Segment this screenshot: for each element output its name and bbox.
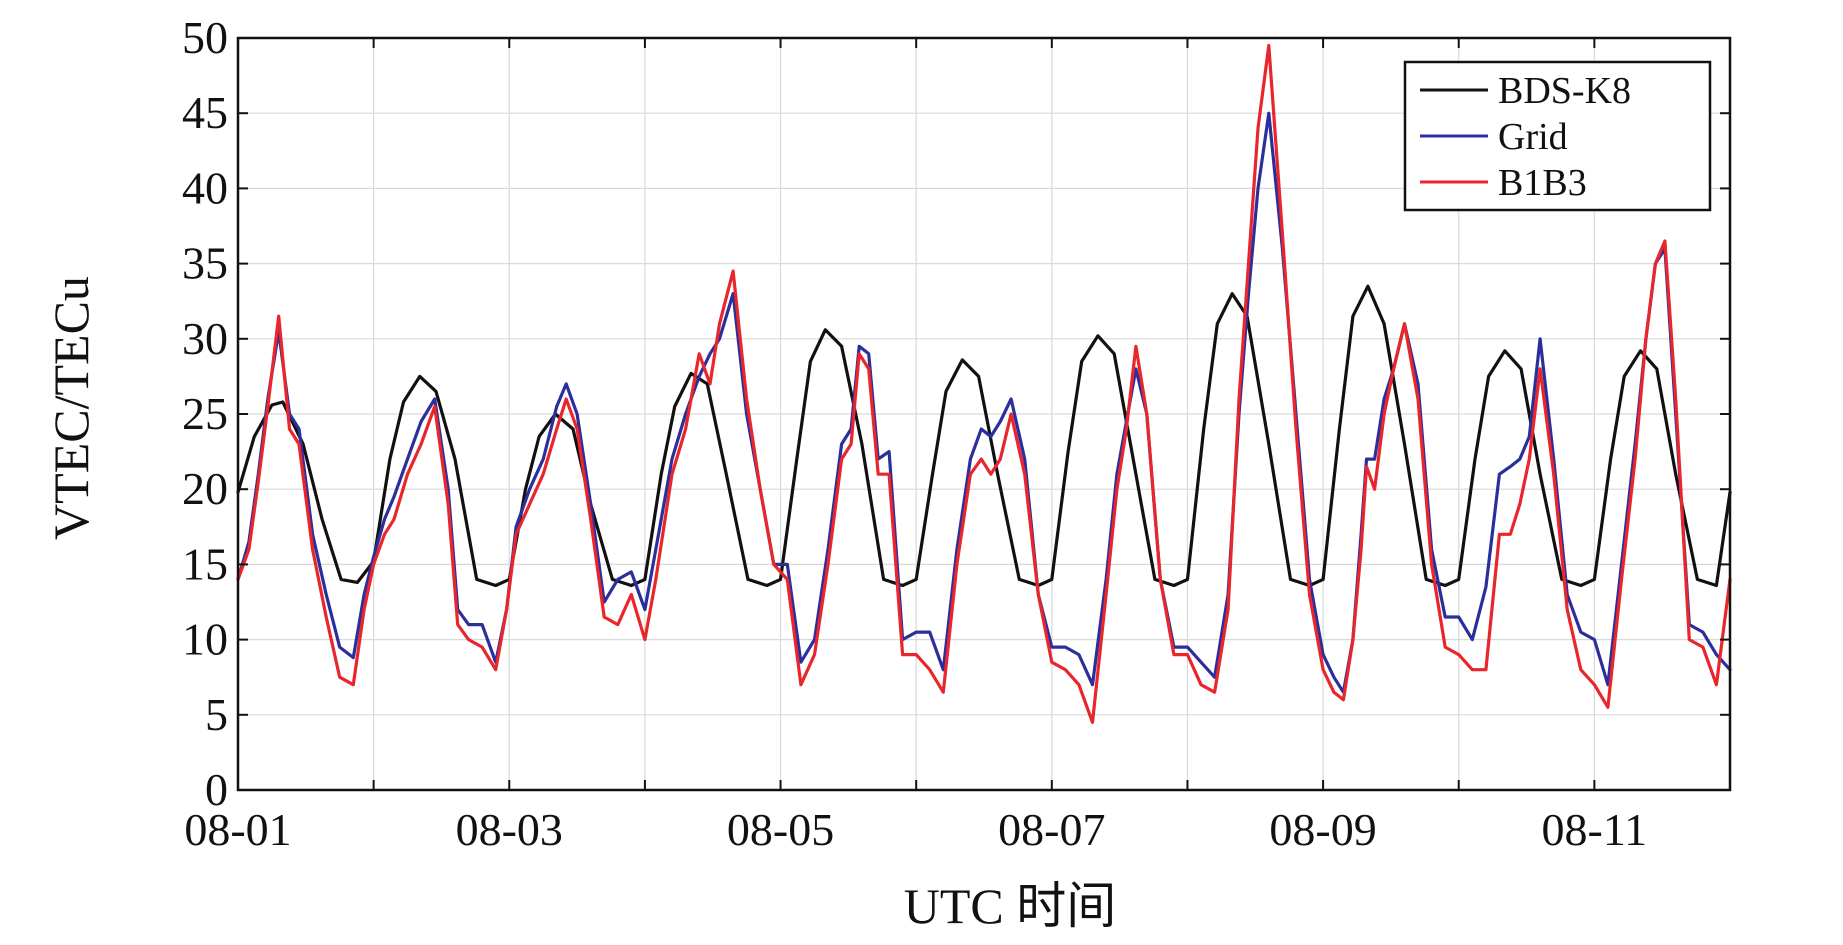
y-tick-label: 35 (182, 238, 228, 289)
y-tick-label: 50 (182, 12, 228, 63)
legend-label-bds-k8: BDS-K8 (1498, 70, 1631, 112)
y-tick-label: 15 (182, 538, 228, 589)
x-axis-label: UTC 时间 (904, 878, 1117, 934)
axis-ticks (237, 37, 1730, 791)
series-layer (236, 43, 1732, 724)
y-axis-label: VTEC/TECu (43, 276, 99, 540)
x-tick-labels: 08-01 08-03 08-05 08-07 08-09 08-11 (184, 804, 1647, 855)
x-tick-label: 08-09 (1269, 804, 1376, 855)
series-line-bds-k8 (236, 284, 1732, 588)
legend-label-grid: Grid (1498, 116, 1568, 158)
series-line-b1b3 (236, 43, 1732, 724)
y-tick-labels: 0 5 10 15 20 25 30 35 40 45 50 (182, 12, 228, 815)
legend-entry-b1b3: B1B3 (1420, 162, 1587, 204)
y-tick-label: 25 (182, 388, 228, 439)
x-tick-label: 08-07 (998, 804, 1105, 855)
series-line-grid (236, 111, 1732, 694)
y-tick-label: 45 (182, 87, 228, 138)
y-tick-label: 20 (182, 463, 228, 514)
y-tick-label: 0 (205, 764, 228, 815)
y-tick-label: 5 (205, 689, 228, 740)
x-tick-label: 08-05 (727, 804, 834, 855)
legend: BDS-K8 Grid B1B3 (1403, 60, 1712, 212)
x-tick-label: 08-01 (184, 804, 291, 855)
x-tick-label: 08-11 (1542, 804, 1648, 855)
legend-entry-bds-k8: BDS-K8 (1420, 70, 1631, 112)
legend-entry-grid: Grid (1420, 116, 1568, 158)
legend-label-b1b3: B1B3 (1498, 162, 1587, 204)
x-tick-label: 08-03 (456, 804, 563, 855)
y-tick-label: 10 (182, 614, 228, 665)
y-tick-label: 40 (182, 162, 228, 213)
y-tick-label: 30 (182, 313, 228, 364)
